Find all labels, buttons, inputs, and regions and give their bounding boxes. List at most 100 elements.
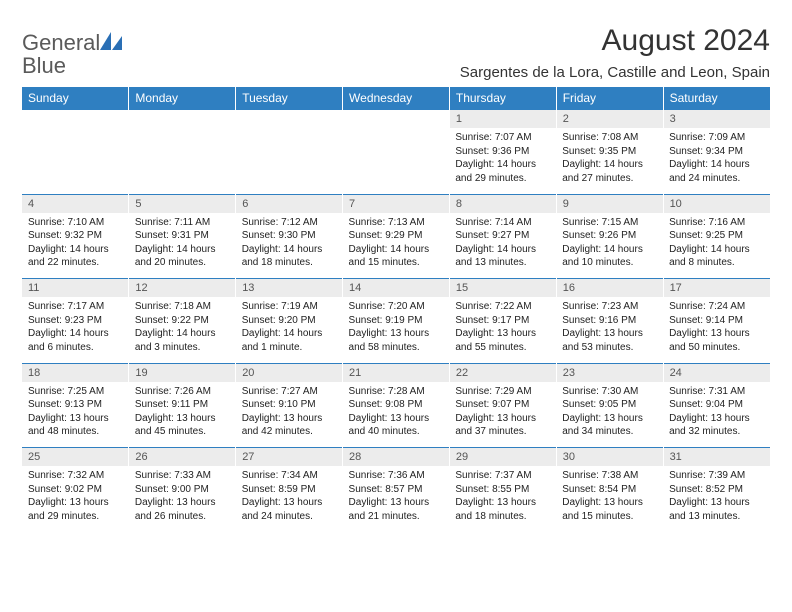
day-number-cell: 3 xyxy=(663,110,770,129)
header-row: General Blue August 2024 Sargentes de la… xyxy=(22,24,770,81)
day-number-row: 11121314151617 xyxy=(22,279,770,298)
day-number-row: 25262728293031 xyxy=(22,448,770,467)
title-block: August 2024 Sargentes de la Lora, Castil… xyxy=(460,24,770,81)
day-number-cell: 12 xyxy=(129,279,236,298)
day-number-cell: 25 xyxy=(22,448,129,467)
day-number-cell: 8 xyxy=(449,194,556,213)
day-content-cell: Sunrise: 7:15 AMSunset: 9:26 PMDaylight:… xyxy=(556,213,663,279)
day-content-cell: Sunrise: 7:37 AMSunset: 8:55 PMDaylight:… xyxy=(449,466,556,532)
day-number-row: 18192021222324 xyxy=(22,363,770,382)
day-number-cell: 18 xyxy=(22,363,129,382)
brand-logo: General Blue xyxy=(22,32,122,78)
brand-part1: General xyxy=(22,30,100,55)
day-number-cell: 7 xyxy=(343,194,450,213)
day-content-cell: Sunrise: 7:29 AMSunset: 9:07 PMDaylight:… xyxy=(449,382,556,448)
brand-part2: Blue xyxy=(22,53,66,78)
day-content-cell xyxy=(236,128,343,194)
day-content-cell: Sunrise: 7:25 AMSunset: 9:13 PMDaylight:… xyxy=(22,382,129,448)
day-number-cell: 5 xyxy=(129,194,236,213)
day-number-cell: 14 xyxy=(343,279,450,298)
day-content-row: Sunrise: 7:32 AMSunset: 9:02 PMDaylight:… xyxy=(22,466,770,532)
day-number-cell: 15 xyxy=(449,279,556,298)
weekday-header: Saturday xyxy=(663,87,770,110)
day-number-cell: 9 xyxy=(556,194,663,213)
day-content-cell: Sunrise: 7:31 AMSunset: 9:04 PMDaylight:… xyxy=(663,382,770,448)
day-number-cell: 24 xyxy=(663,363,770,382)
day-number-cell: 4 xyxy=(22,194,129,213)
day-content-cell: Sunrise: 7:39 AMSunset: 8:52 PMDaylight:… xyxy=(663,466,770,532)
day-content-cell: Sunrise: 7:09 AMSunset: 9:34 PMDaylight:… xyxy=(663,128,770,194)
day-number-cell: 10 xyxy=(663,194,770,213)
day-content-cell: Sunrise: 7:27 AMSunset: 9:10 PMDaylight:… xyxy=(236,382,343,448)
weekday-header: Thursday xyxy=(449,87,556,110)
day-number-cell xyxy=(22,110,129,129)
calendar-body: 123Sunrise: 7:07 AMSunset: 9:36 PMDaylig… xyxy=(22,110,770,533)
day-content-cell: Sunrise: 7:11 AMSunset: 9:31 PMDaylight:… xyxy=(129,213,236,279)
day-number-cell: 27 xyxy=(236,448,343,467)
day-content-cell: Sunrise: 7:26 AMSunset: 9:11 PMDaylight:… xyxy=(129,382,236,448)
day-content-cell: Sunrise: 7:10 AMSunset: 9:32 PMDaylight:… xyxy=(22,213,129,279)
day-number-cell: 29 xyxy=(449,448,556,467)
day-number-cell: 11 xyxy=(22,279,129,298)
day-number-cell: 28 xyxy=(343,448,450,467)
day-content-cell: Sunrise: 7:34 AMSunset: 8:59 PMDaylight:… xyxy=(236,466,343,532)
day-content-row: Sunrise: 7:17 AMSunset: 9:23 PMDaylight:… xyxy=(22,297,770,363)
weekday-header-row: SundayMondayTuesdayWednesdayThursdayFrid… xyxy=(22,87,770,110)
day-content-cell: Sunrise: 7:08 AMSunset: 9:35 PMDaylight:… xyxy=(556,128,663,194)
day-number-cell: 21 xyxy=(343,363,450,382)
day-content-row: Sunrise: 7:07 AMSunset: 9:36 PMDaylight:… xyxy=(22,128,770,194)
day-number-cell: 23 xyxy=(556,363,663,382)
month-title: August 2024 xyxy=(460,24,770,58)
weekday-header: Friday xyxy=(556,87,663,110)
day-content-row: Sunrise: 7:25 AMSunset: 9:13 PMDaylight:… xyxy=(22,382,770,448)
day-number-cell: 31 xyxy=(663,448,770,467)
day-content-cell: Sunrise: 7:16 AMSunset: 9:25 PMDaylight:… xyxy=(663,213,770,279)
day-number-cell: 16 xyxy=(556,279,663,298)
day-content-cell: Sunrise: 7:32 AMSunset: 9:02 PMDaylight:… xyxy=(22,466,129,532)
day-number-cell: 26 xyxy=(129,448,236,467)
day-content-row: Sunrise: 7:10 AMSunset: 9:32 PMDaylight:… xyxy=(22,213,770,279)
day-content-cell: Sunrise: 7:17 AMSunset: 9:23 PMDaylight:… xyxy=(22,297,129,363)
day-content-cell: Sunrise: 7:19 AMSunset: 9:20 PMDaylight:… xyxy=(236,297,343,363)
calendar-page: General Blue August 2024 Sargentes de la… xyxy=(0,0,792,544)
day-number-row: 123 xyxy=(22,110,770,129)
day-number-cell: 17 xyxy=(663,279,770,298)
calendar-table: SundayMondayTuesdayWednesdayThursdayFrid… xyxy=(22,87,770,532)
day-content-cell: Sunrise: 7:33 AMSunset: 9:00 PMDaylight:… xyxy=(129,466,236,532)
day-content-cell: Sunrise: 7:07 AMSunset: 9:36 PMDaylight:… xyxy=(449,128,556,194)
day-content-cell: Sunrise: 7:38 AMSunset: 8:54 PMDaylight:… xyxy=(556,466,663,532)
day-content-cell: Sunrise: 7:13 AMSunset: 9:29 PMDaylight:… xyxy=(343,213,450,279)
day-content-cell: Sunrise: 7:24 AMSunset: 9:14 PMDaylight:… xyxy=(663,297,770,363)
day-number-cell xyxy=(129,110,236,129)
location-text: Sargentes de la Lora, Castille and Leon,… xyxy=(460,64,770,81)
day-number-row: 45678910 xyxy=(22,194,770,213)
day-content-cell: Sunrise: 7:36 AMSunset: 8:57 PMDaylight:… xyxy=(343,466,450,532)
weekday-header: Wednesday xyxy=(343,87,450,110)
day-number-cell: 6 xyxy=(236,194,343,213)
day-content-cell xyxy=(22,128,129,194)
day-content-cell: Sunrise: 7:18 AMSunset: 9:22 PMDaylight:… xyxy=(129,297,236,363)
weekday-header: Tuesday xyxy=(236,87,343,110)
day-number-cell: 19 xyxy=(129,363,236,382)
day-number-cell: 1 xyxy=(449,110,556,129)
day-content-cell: Sunrise: 7:23 AMSunset: 9:16 PMDaylight:… xyxy=(556,297,663,363)
day-content-cell: Sunrise: 7:22 AMSunset: 9:17 PMDaylight:… xyxy=(449,297,556,363)
day-content-cell: Sunrise: 7:12 AMSunset: 9:30 PMDaylight:… xyxy=(236,213,343,279)
day-number-cell xyxy=(343,110,450,129)
brand-text: General Blue xyxy=(22,32,122,78)
weekday-header: Sunday xyxy=(22,87,129,110)
day-content-cell: Sunrise: 7:30 AMSunset: 9:05 PMDaylight:… xyxy=(556,382,663,448)
day-content-cell: Sunrise: 7:28 AMSunset: 9:08 PMDaylight:… xyxy=(343,382,450,448)
day-number-cell: 2 xyxy=(556,110,663,129)
day-number-cell: 20 xyxy=(236,363,343,382)
day-number-cell: 13 xyxy=(236,279,343,298)
day-content-cell xyxy=(129,128,236,194)
weekday-header: Monday xyxy=(129,87,236,110)
day-content-cell: Sunrise: 7:20 AMSunset: 9:19 PMDaylight:… xyxy=(343,297,450,363)
day-content-cell xyxy=(343,128,450,194)
day-number-cell: 30 xyxy=(556,448,663,467)
day-number-cell xyxy=(236,110,343,129)
day-number-cell: 22 xyxy=(449,363,556,382)
day-content-cell: Sunrise: 7:14 AMSunset: 9:27 PMDaylight:… xyxy=(449,213,556,279)
brand-sail-icon xyxy=(100,32,122,55)
